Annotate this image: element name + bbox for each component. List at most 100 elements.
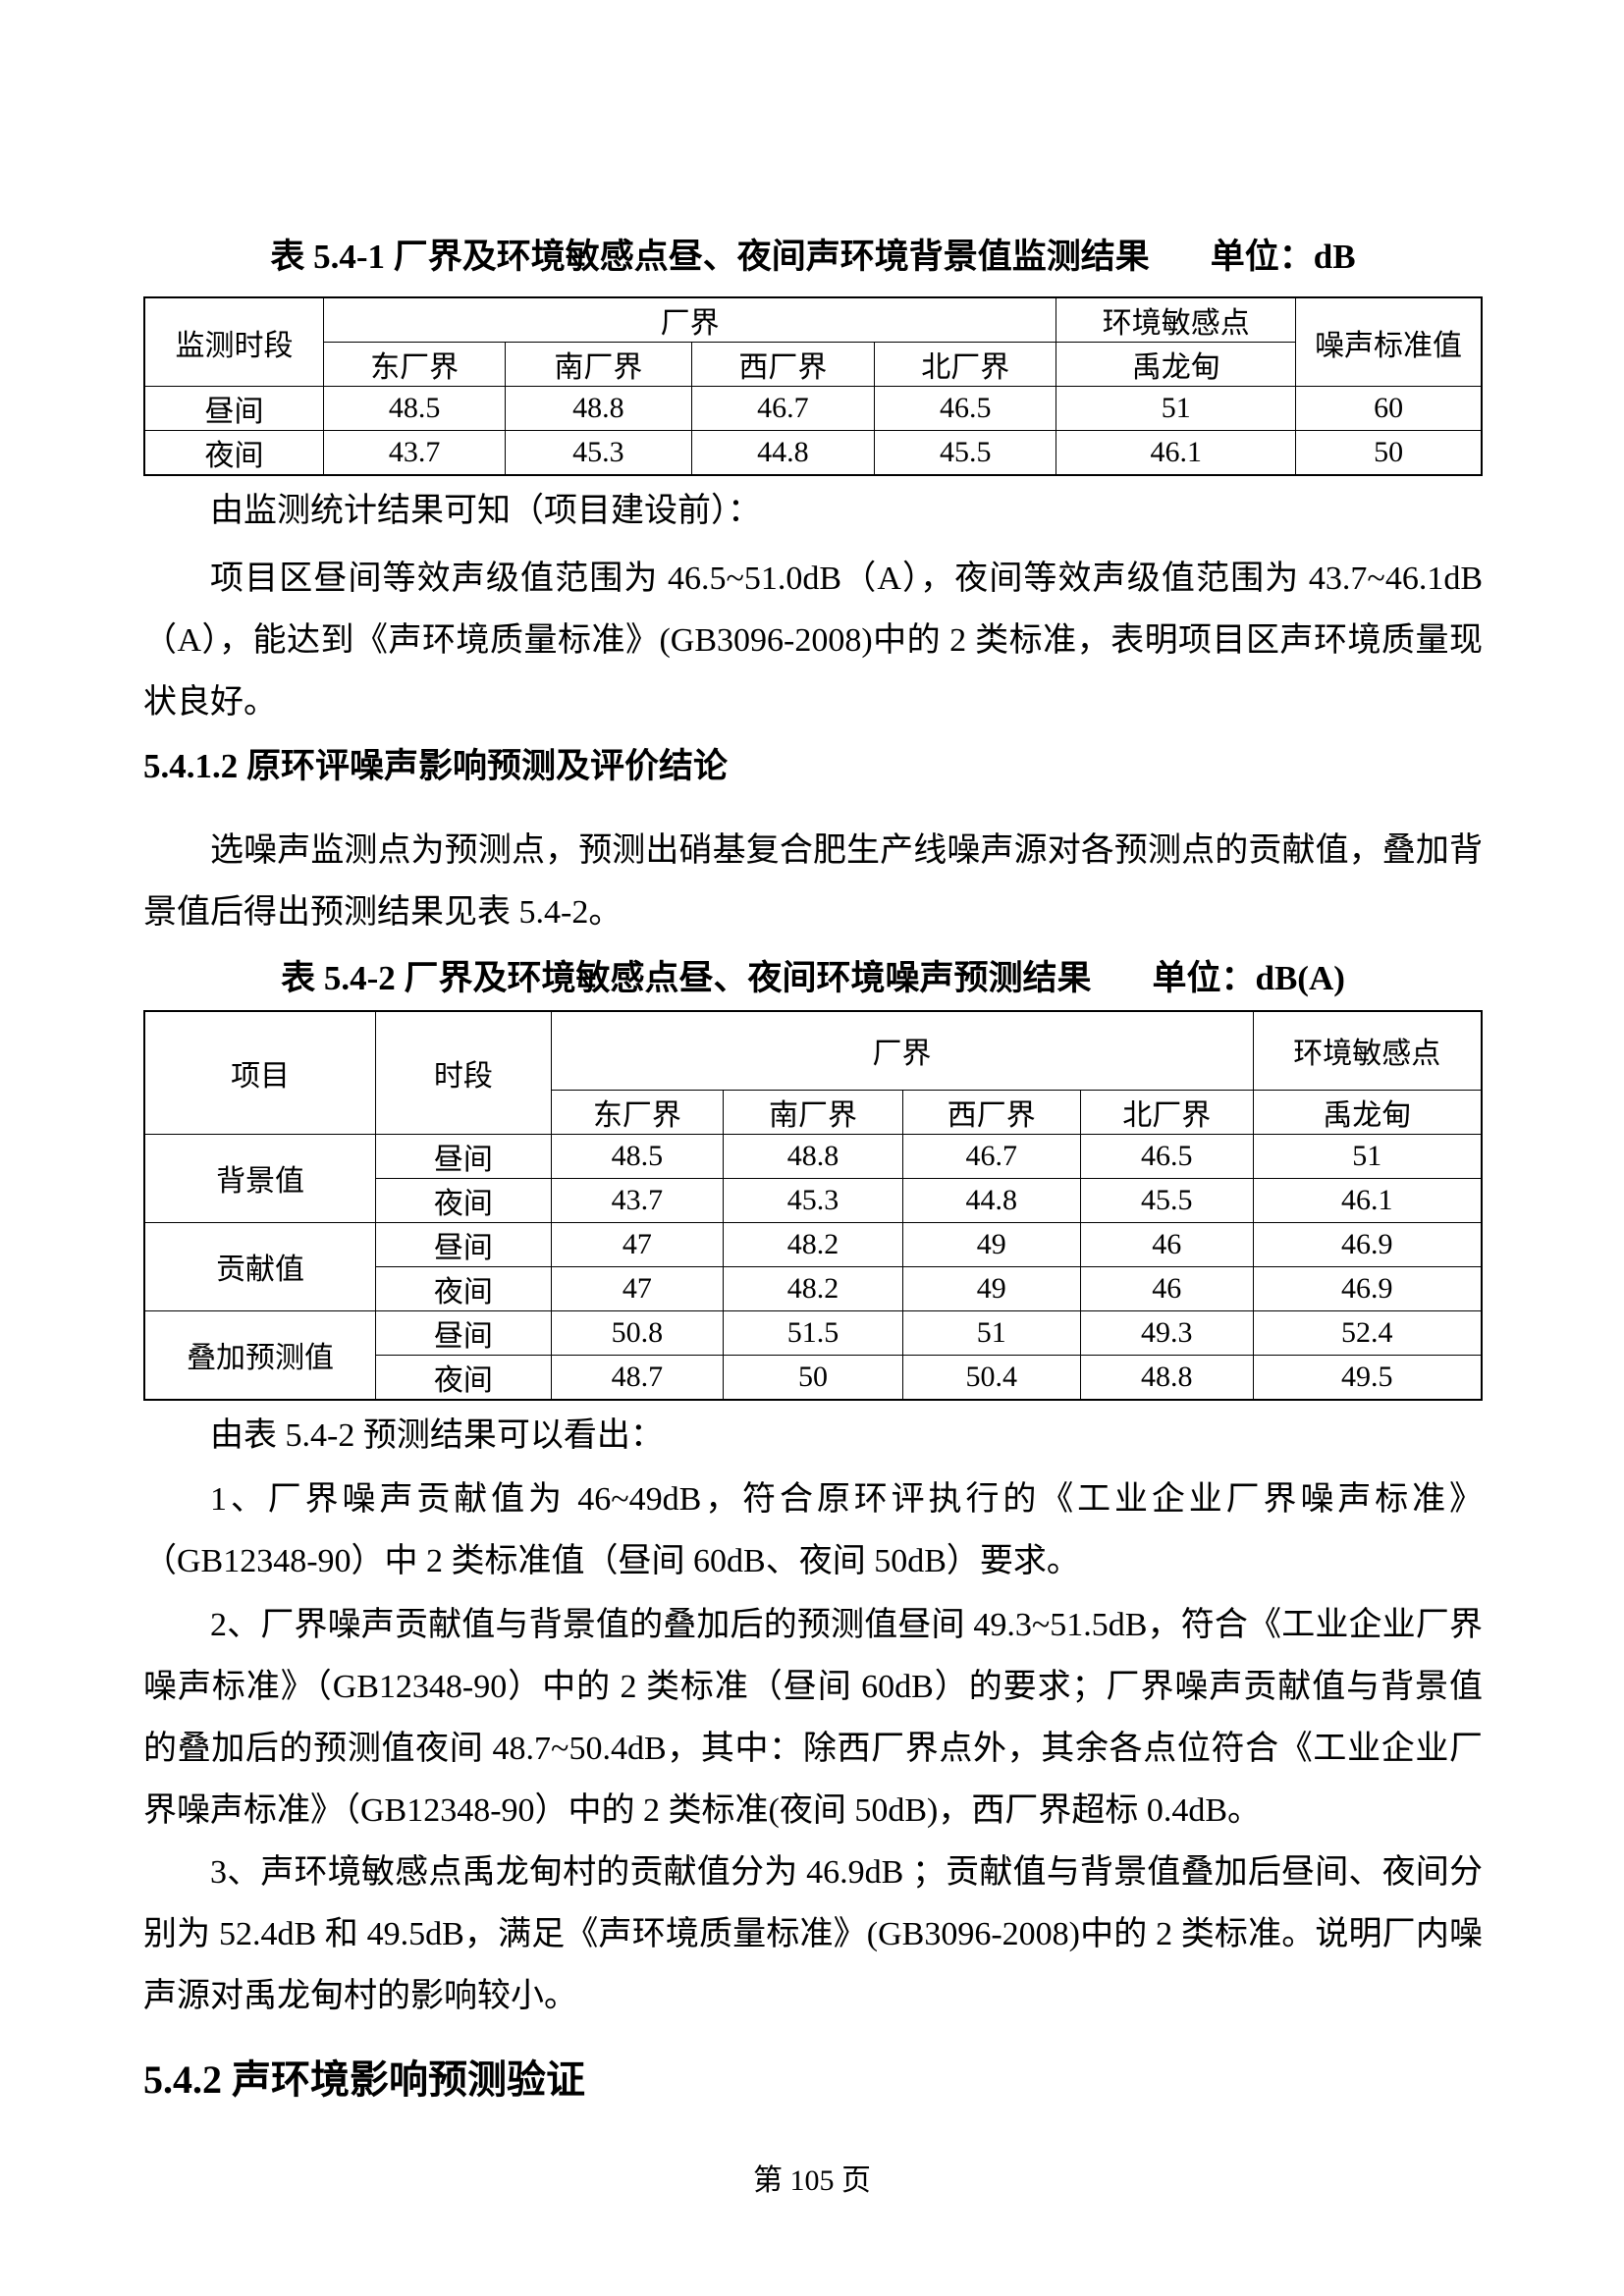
table-subheader-row: 东厂界 南厂界 西厂界 北厂界 禹龙甸 <box>144 342 1482 387</box>
table-row: 背景值 昼间 48.5 48.8 46.7 46.5 51 <box>143 1133 1483 1223</box>
table-header-cell: 南厂界 <box>505 342 692 387</box>
table-cell: 昼间 <box>375 1221 552 1267</box>
table-header-cell: 监测时段 <box>143 296 324 387</box>
table-header-cell: 禹龙甸 <box>1056 342 1297 387</box>
table-cell: 45.5 <box>1079 1177 1254 1223</box>
prediction-noise-table: 项目 时段 厂界 环境敏感点 东厂界 南厂界 西厂界 北厂界 禹龙甸 背景值 昼… <box>143 1010 1483 1401</box>
table-5-4-1-title-text: 表 5.4-1 厂界及环境敏感点昼、夜间声环境背景值监测结果 <box>270 238 1150 276</box>
table-cell: 49.3 <box>1079 1309 1254 1356</box>
table-header-cell: 噪声标准值 <box>1295 296 1483 387</box>
table-cell: 46.1 <box>1252 1177 1483 1223</box>
table-header-cell: 厂界 <box>322 296 1057 343</box>
paragraph-monitoring-intro: 由监测统计结果可知（项目建设前）： <box>210 493 761 529</box>
table-cell: 夜间 <box>375 1265 552 1311</box>
paragraph-monitoring-result: 项目区昼间等效声级值范围为 46.5~51.0dB（A），夜间等效声级值范围为 … <box>143 561 1483 721</box>
table-cell: 60 <box>1295 386 1483 431</box>
table-cell: 48.2 <box>723 1221 903 1267</box>
table-cell: 46.5 <box>874 386 1057 431</box>
table-group-cell: 贡献值 <box>143 1221 377 1311</box>
table-header-cell: 厂界 <box>550 1010 1254 1091</box>
table-cell: 48.7 <box>550 1354 725 1400</box>
table-cell: 50.8 <box>550 1309 725 1356</box>
table-cell: 50 <box>1295 430 1483 476</box>
table-cell: 52.4 <box>1252 1309 1483 1356</box>
table-header-cell: 北厂界 <box>874 342 1057 387</box>
table-header-cell: 时段 <box>375 1010 552 1135</box>
table-5-4-1-title: 表 5.4-1 厂界及环境敏感点昼、夜间声环境背景值监测结果 单位：dB <box>143 234 1483 281</box>
table-cell: 46 <box>1079 1221 1254 1267</box>
background-noise-table: 监测时段 厂界 环境敏感点 噪声标准值 东厂界 南厂界 西厂界 北厂界 禹龙甸 … <box>143 296 1483 476</box>
table-header-cell: 北厂界 <box>1079 1089 1254 1135</box>
paragraph-conclusion-3: 3、声环境敏感点禹龙甸村的贡献值分为 46.9dB ；贡献值与背景值叠加后昼间、… <box>143 1853 1483 2014</box>
table-cell: 昼间 <box>375 1309 552 1356</box>
table-5-4-2-title-text: 表 5.4-2 厂界及环境敏感点昼、夜间环境噪声预测结果 <box>281 959 1092 997</box>
table-header-cell: 西厂界 <box>901 1089 1081 1135</box>
table-row: 贡献值 昼间 47 48.2 49 46 46.9 <box>143 1221 1483 1311</box>
table-cell: 45.5 <box>874 430 1057 476</box>
table-row: 夜间 48.7 50 50.4 48.8 49.5 <box>144 1354 1483 1400</box>
table-header-cell: 环境敏感点 <box>1252 1010 1483 1091</box>
table-cell: 45.3 <box>723 1177 903 1223</box>
table-cell: 夜间 <box>143 430 324 476</box>
table-cell: 昼间 <box>375 1133 552 1179</box>
table-5-4-2-unit: 单位：dB(A) <box>1152 959 1345 997</box>
table-cell: 48.5 <box>550 1133 725 1179</box>
table-header-cell: 东厂界 <box>550 1089 725 1135</box>
table-group-cell: 背景值 <box>143 1133 377 1223</box>
table-cell: 48.8 <box>723 1133 903 1179</box>
table-header-cell: 西厂界 <box>690 342 876 387</box>
table-cell: 43.7 <box>322 430 507 476</box>
table-cell: 夜间 <box>375 1177 552 1223</box>
table-header-cell: 项目 <box>143 1010 377 1135</box>
paragraph-conclusion-1: 1、厂界噪声贡献值为 46~49dB，符合原环评执行的《工业企业厂界噪声标准》（… <box>143 1480 1483 1579</box>
table-cell: 51 <box>1252 1133 1483 1179</box>
table-cell: 46.1 <box>1056 430 1297 476</box>
table-header-cell: 东厂界 <box>322 342 507 387</box>
table-cell: 44.8 <box>690 430 876 476</box>
table-header-cell: 南厂界 <box>723 1089 903 1135</box>
table-cell: 47 <box>550 1221 725 1267</box>
table-5-4-1-unit: 单位：dB <box>1210 238 1356 276</box>
page-footer: 第 105 页 <box>753 2164 871 2197</box>
table-cell: 48.8 <box>1079 1354 1254 1400</box>
table-cell: 昼间 <box>143 386 324 431</box>
table-cell: 46.5 <box>1079 1133 1254 1179</box>
table-5-4-2-title: 表 5.4-2 厂界及环境敏感点昼、夜间环境噪声预测结果 单位：dB(A) <box>143 955 1483 1002</box>
table-cell: 48.8 <box>505 386 692 431</box>
table-cell: 47 <box>550 1265 725 1311</box>
table-cell: 51 <box>1056 386 1297 431</box>
table-cell: 46.7 <box>690 386 876 431</box>
heading-5-4-2: 5.4.2 声环境影响预测验证 <box>143 2056 585 2102</box>
heading-5-4-1-2: 5.4.1.2 原环评噪声影响预测及评价结论 <box>143 747 729 785</box>
table-cell: 49 <box>901 1265 1081 1311</box>
table-header-cell: 环境敏感点 <box>1056 296 1297 343</box>
table-cell: 48.2 <box>723 1265 903 1311</box>
table-cell: 45.3 <box>505 430 692 476</box>
table-cell: 49 <box>901 1221 1081 1267</box>
table-cell: 50.4 <box>901 1354 1081 1400</box>
table-header-row: 监测时段 厂界 环境敏感点 噪声标准值 <box>143 296 1483 387</box>
table-row-night: 夜间 43.7 45.3 44.8 45.5 46.1 50 <box>143 430 1483 476</box>
table-row: 夜间 43.7 45.3 44.8 45.5 46.1 <box>144 1177 1483 1223</box>
paragraph-table2-intro: 由表 5.4-2 预测结果可以看出： <box>210 1416 664 1454</box>
table-group-cell: 叠加预测值 <box>143 1309 377 1400</box>
table-cell: 51 <box>901 1309 1081 1356</box>
table-cell: 44.8 <box>901 1177 1081 1223</box>
table-cell: 48.5 <box>322 386 507 431</box>
table-header-row: 项目 时段 厂界 环境敏感点 <box>143 1010 1483 1135</box>
table-row-day: 昼间 48.5 48.8 46.7 46.5 51 60 <box>143 386 1483 431</box>
table-cell: 51.5 <box>723 1309 903 1356</box>
paragraph-prediction-intro: 选噪声监测点为预测点，预测出硝基复合肥生产线噪声源对各预测点的贡献值，叠加背景值… <box>143 832 1483 931</box>
table-cell: 46.7 <box>901 1133 1081 1179</box>
table-cell: 夜间 <box>375 1354 552 1400</box>
table-cell: 50 <box>723 1354 903 1400</box>
table-cell: 46.9 <box>1252 1265 1483 1311</box>
table-cell: 46.9 <box>1252 1221 1483 1267</box>
table-cell: 43.7 <box>550 1177 725 1223</box>
table-header-cell: 禹龙甸 <box>1252 1089 1483 1135</box>
table-cell: 49.5 <box>1252 1354 1483 1400</box>
table-row: 叠加预测值 昼间 50.8 51.5 51 49.3 52.4 <box>143 1309 1483 1400</box>
table-row: 夜间 47 48.2 49 46 46.9 <box>144 1265 1483 1311</box>
table-cell: 46 <box>1079 1265 1254 1311</box>
